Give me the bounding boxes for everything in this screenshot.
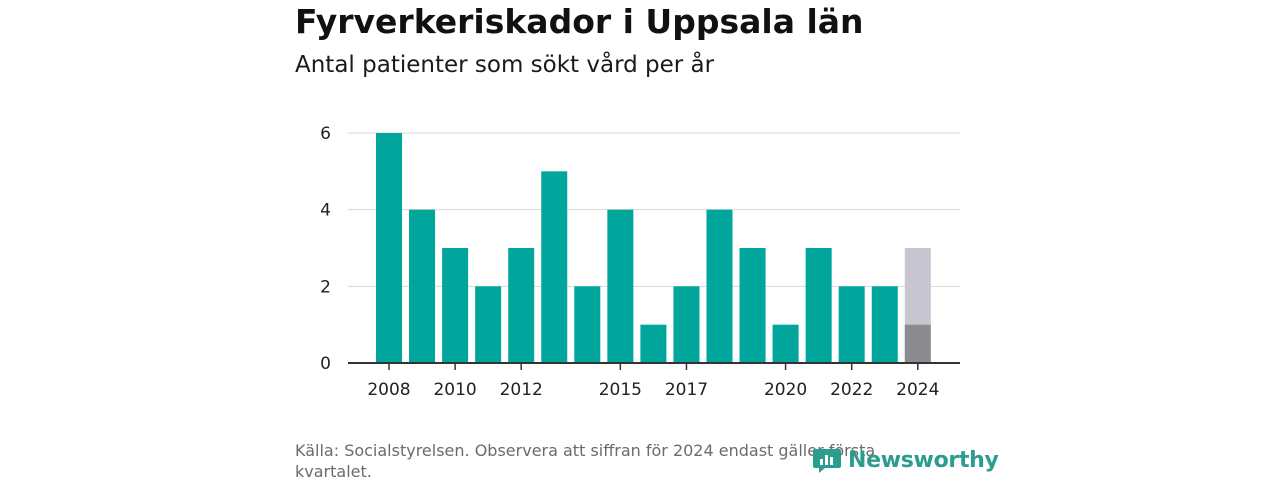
x-tick-label: 2020 (764, 380, 807, 400)
bar-2019 (739, 248, 766, 363)
bar-2014 (574, 286, 601, 363)
y-tick-label: 0 (320, 354, 331, 374)
x-tick-label: 2012 (500, 380, 543, 400)
bar-2010 (442, 248, 469, 363)
y-tick-label: 4 (320, 201, 331, 221)
bar-2015 (607, 209, 634, 363)
bar-2018 (706, 209, 733, 363)
bar-2022 (838, 286, 865, 363)
x-tick-label: 2008 (367, 380, 410, 400)
bar-2021 (805, 248, 832, 363)
y-tick-label: 2 (320, 277, 331, 297)
y-tick-label: 6 (320, 124, 331, 144)
newsworthy-logo-icon (813, 449, 841, 473)
x-tick-label: 2015 (599, 380, 642, 400)
x-tick-label: 2010 (433, 380, 476, 400)
bar-2020 (772, 324, 799, 363)
brand-logo: Newsworthy (812, 445, 999, 475)
chart-subtitle: Antal patienter som sökt vård per år (295, 52, 715, 78)
bar-2016 (640, 324, 667, 363)
bar-2013 (541, 171, 568, 363)
bar-2011 (475, 286, 502, 363)
bar-2009 (409, 209, 436, 363)
bar-2008 (376, 133, 402, 363)
x-tick-label: 2017 (665, 380, 708, 400)
source-note: Källa: Socialstyrelsen. Observera att si… (295, 441, 876, 481)
bar-2024 (904, 324, 931, 363)
x-tick-label: 2024 (896, 380, 939, 400)
chart-title: Fyrverkeriskador i Uppsala län (295, 2, 864, 41)
brand-name: Newsworthy (848, 447, 999, 473)
bar-2017 (673, 286, 700, 363)
bar-2012 (508, 248, 535, 363)
x-tick-label: 2022 (830, 380, 873, 400)
bar-2023 (871, 286, 898, 363)
